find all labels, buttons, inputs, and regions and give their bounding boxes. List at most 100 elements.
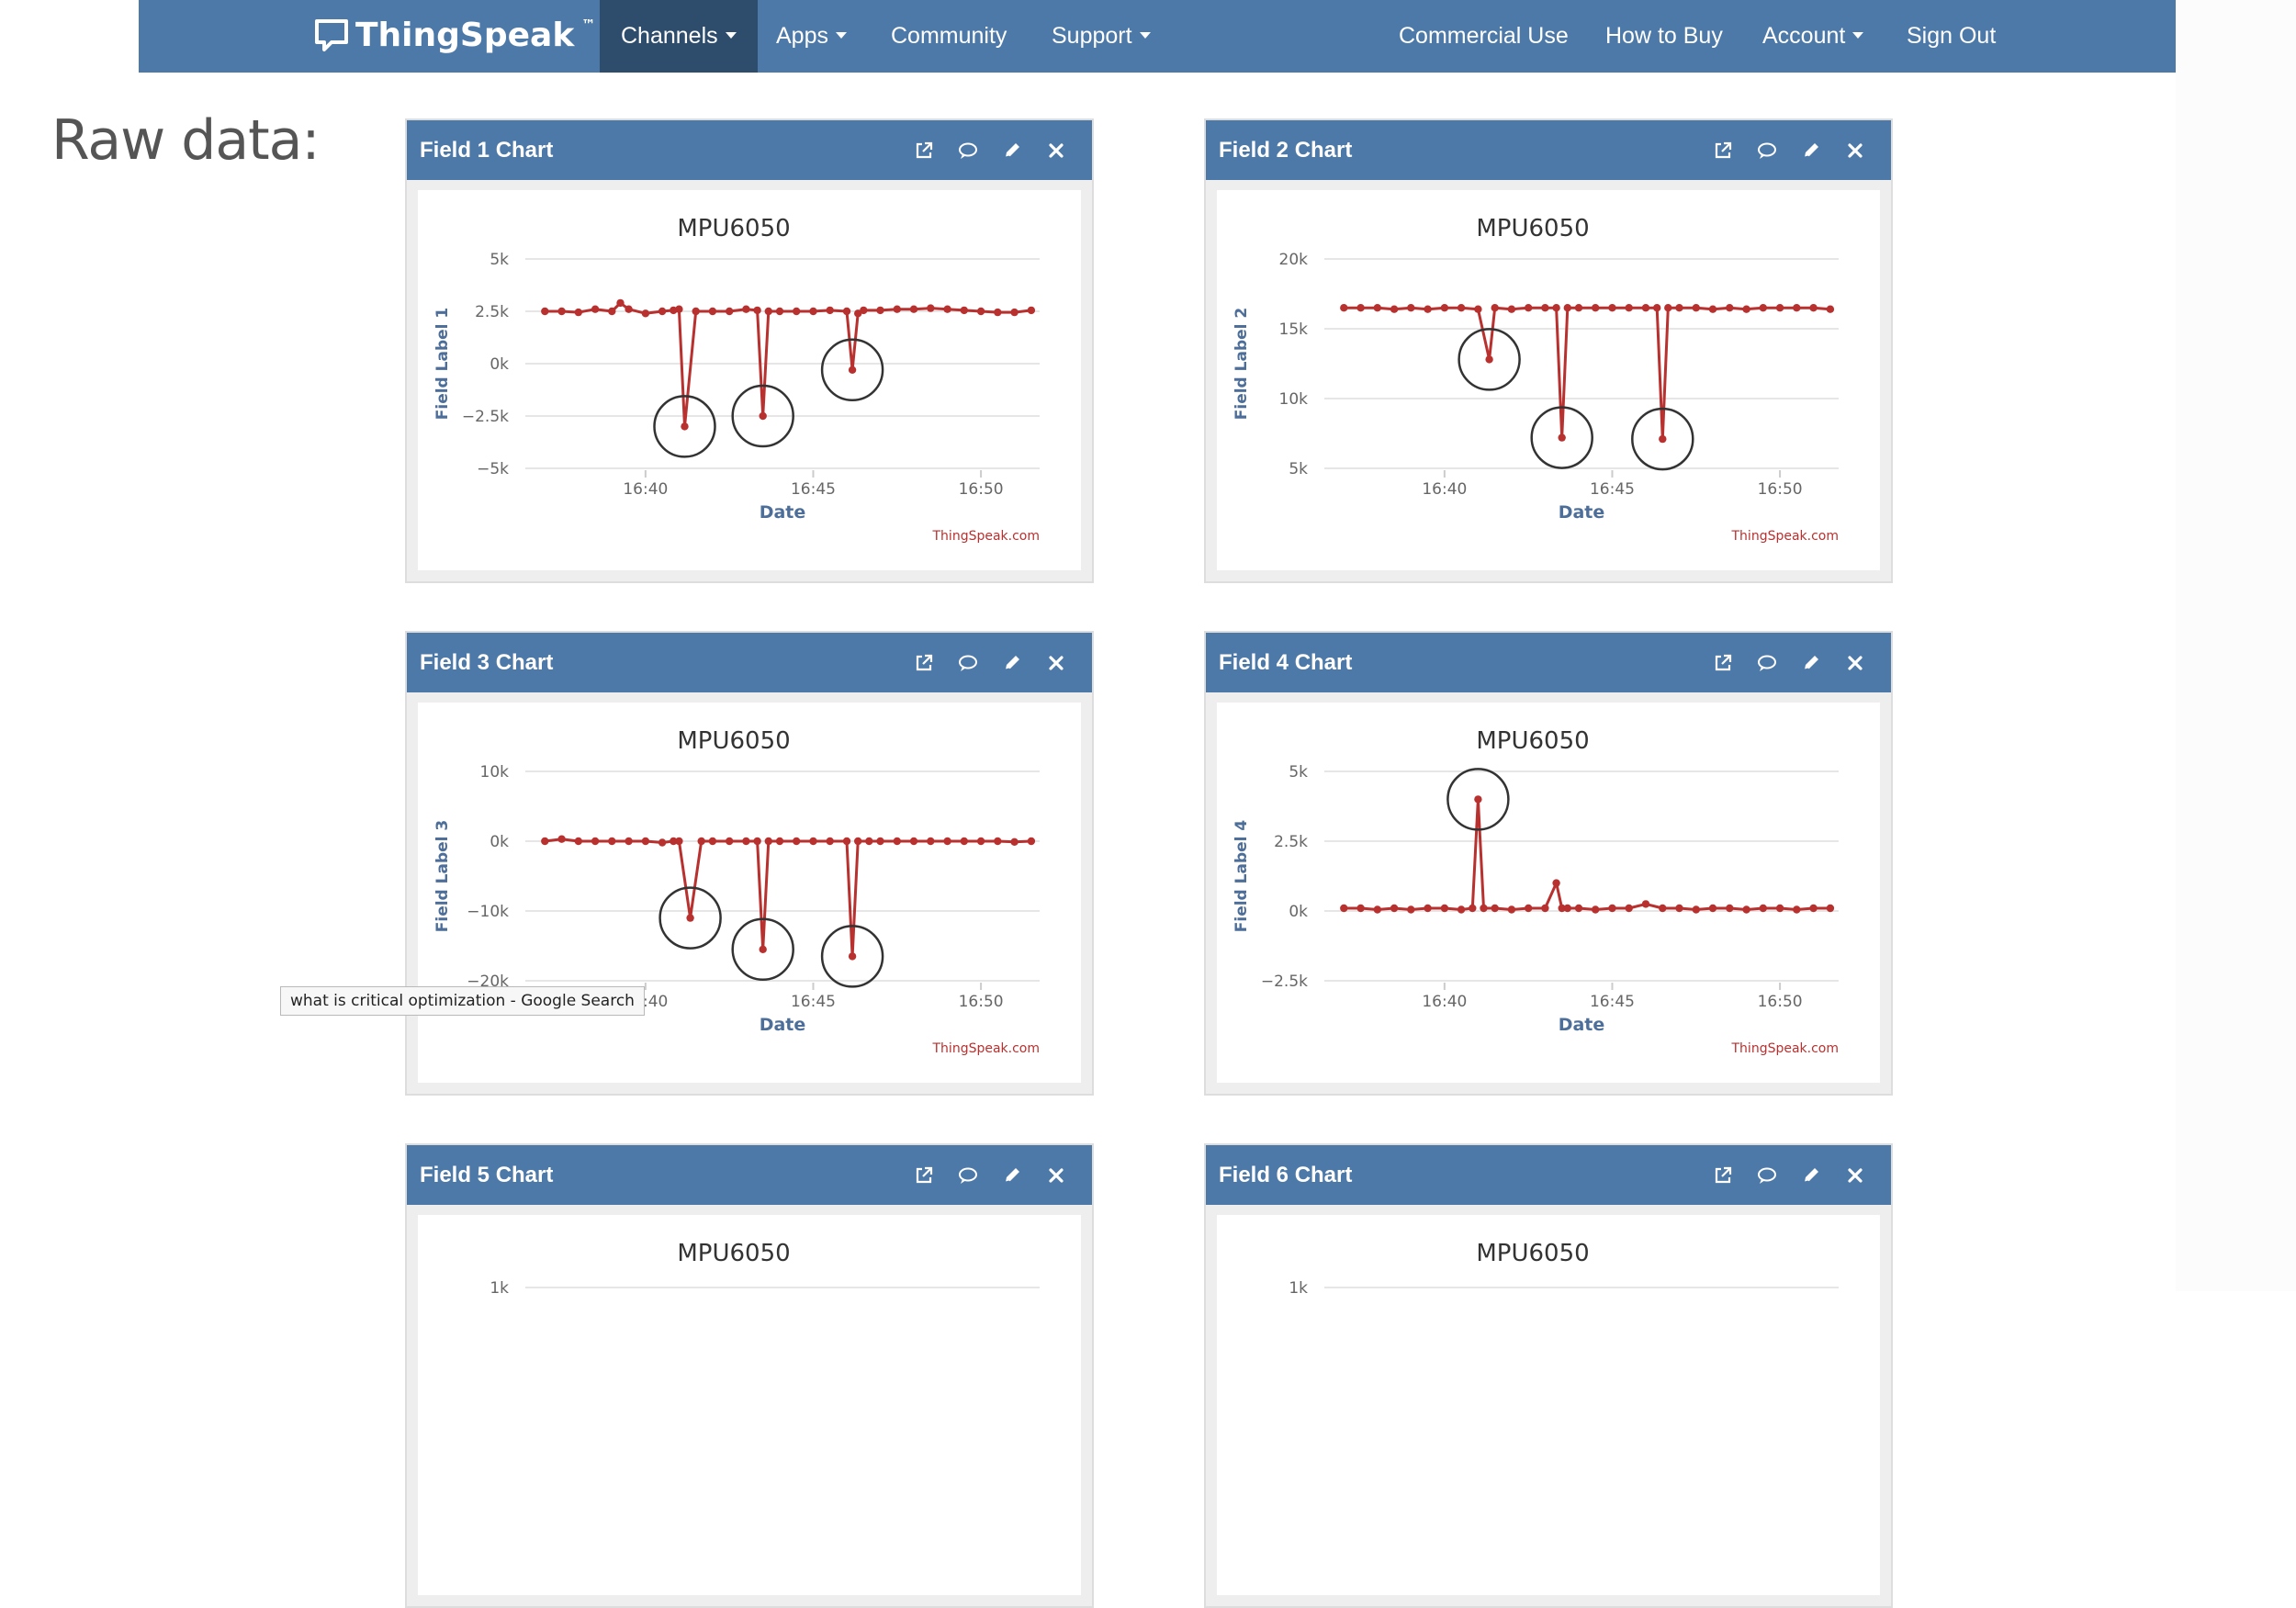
comment-icon[interactable] xyxy=(958,141,978,161)
data-point[interactable] xyxy=(759,945,767,953)
data-point[interactable] xyxy=(1491,304,1499,312)
pencil-icon[interactable] xyxy=(1002,141,1022,161)
data-point[interactable] xyxy=(574,308,582,317)
data-point[interactable] xyxy=(1659,904,1667,913)
data-point[interactable] xyxy=(686,914,694,922)
data-point[interactable] xyxy=(1356,904,1365,913)
data-point[interactable] xyxy=(775,837,784,846)
data-point[interactable] xyxy=(909,837,918,846)
data-point[interactable] xyxy=(1759,304,1767,312)
data-point[interactable] xyxy=(658,307,667,316)
data-point[interactable] xyxy=(1010,308,1019,317)
pencil-icon[interactable] xyxy=(1801,653,1821,673)
data-point[interactable] xyxy=(574,837,582,846)
data-point[interactable] xyxy=(1726,904,1734,913)
data-point[interactable] xyxy=(793,837,801,846)
data-point[interactable] xyxy=(1424,305,1432,313)
pencil-icon[interactable] xyxy=(1801,141,1821,161)
data-point[interactable] xyxy=(1675,304,1683,312)
data-point[interactable] xyxy=(1608,304,1616,312)
data-point[interactable] xyxy=(1809,904,1818,913)
data-point[interactable] xyxy=(1390,305,1399,313)
data-point[interactable] xyxy=(1469,904,1477,913)
data-point[interactable] xyxy=(1474,795,1482,804)
nav-support[interactable]: Support xyxy=(1052,0,1151,73)
data-point[interactable] xyxy=(1759,904,1767,913)
chart-credit[interactable]: ThingSpeak.com xyxy=(932,1041,1041,1056)
data-point[interactable] xyxy=(1692,304,1700,312)
comment-icon[interactable] xyxy=(958,1165,978,1186)
data-point[interactable] xyxy=(943,305,951,313)
comment-icon[interactable] xyxy=(958,653,978,673)
data-point[interactable] xyxy=(625,305,633,313)
data-point[interactable] xyxy=(1563,904,1571,913)
data-point[interactable] xyxy=(541,307,549,316)
data-point[interactable] xyxy=(1826,904,1835,913)
data-point[interactable] xyxy=(1592,905,1600,914)
data-point[interactable] xyxy=(625,837,633,846)
data-point[interactable] xyxy=(1574,304,1583,312)
data-point[interactable] xyxy=(1552,304,1560,312)
data-point[interactable] xyxy=(1424,904,1432,913)
data-point[interactable] xyxy=(591,837,600,846)
data-point[interactable] xyxy=(1541,304,1549,312)
data-point[interactable] xyxy=(842,837,851,846)
data-point[interactable] xyxy=(1563,304,1571,312)
data-point[interactable] xyxy=(764,837,772,846)
data-point[interactable] xyxy=(1373,304,1381,312)
data-point[interactable] xyxy=(1027,306,1036,315)
data-point[interactable] xyxy=(608,837,616,846)
data-point[interactable] xyxy=(1356,304,1365,312)
data-point[interactable] xyxy=(927,837,935,846)
data-point[interactable] xyxy=(854,309,862,318)
data-point[interactable] xyxy=(675,837,683,846)
data-point[interactable] xyxy=(1742,305,1750,313)
data-point[interactable] xyxy=(1552,879,1560,887)
brand-logo[interactable]: ThingSpeak ™ xyxy=(313,11,595,59)
data-point[interactable] xyxy=(893,305,901,313)
data-point[interactable] xyxy=(764,307,772,316)
data-point[interactable] xyxy=(854,837,862,846)
data-point[interactable] xyxy=(960,306,968,315)
data-point[interactable] xyxy=(876,306,884,315)
data-point[interactable] xyxy=(1659,434,1667,444)
comment-icon[interactable] xyxy=(1757,653,1777,673)
data-point[interactable] xyxy=(742,837,750,846)
nav-apps[interactable]: Apps xyxy=(776,0,847,73)
data-point[interactable] xyxy=(775,307,784,316)
comment-icon[interactable] xyxy=(1757,1165,1777,1186)
data-point[interactable] xyxy=(1775,904,1784,913)
data-point[interactable] xyxy=(616,298,625,308)
data-point[interactable] xyxy=(1742,905,1750,914)
data-point[interactable] xyxy=(1574,904,1583,913)
data-point[interactable] xyxy=(1457,304,1466,312)
data-point[interactable] xyxy=(1641,304,1650,312)
data-point[interactable] xyxy=(641,309,650,318)
external-link-icon[interactable] xyxy=(1713,141,1733,161)
data-point[interactable] xyxy=(1440,904,1449,913)
data-point[interactable] xyxy=(994,837,1002,846)
data-point[interactable] xyxy=(848,365,857,374)
data-point[interactable] xyxy=(1390,904,1399,913)
chart-credit[interactable]: ThingSpeak.com xyxy=(932,529,1041,544)
data-point[interactable] xyxy=(1558,433,1566,442)
data-point[interactable] xyxy=(1653,304,1661,312)
data-point[interactable] xyxy=(1010,838,1019,846)
data-point[interactable] xyxy=(708,307,717,316)
data-point[interactable] xyxy=(1541,904,1549,913)
close-icon[interactable] xyxy=(1046,653,1066,673)
data-point[interactable] xyxy=(726,837,734,846)
data-point[interactable] xyxy=(1507,305,1516,313)
data-point[interactable] xyxy=(860,306,868,315)
data-point[interactable] xyxy=(1708,305,1717,313)
data-point[interactable] xyxy=(708,837,717,846)
data-point[interactable] xyxy=(876,837,884,846)
external-link-icon[interactable] xyxy=(1713,653,1733,673)
nav-account[interactable]: Account xyxy=(1762,0,1864,73)
data-point[interactable] xyxy=(541,837,549,846)
chart-credit[interactable]: ThingSpeak.com xyxy=(1731,1041,1840,1056)
data-point[interactable] xyxy=(943,837,951,846)
external-link-icon[interactable] xyxy=(914,141,934,161)
data-point[interactable] xyxy=(809,307,817,316)
nav-community[interactable]: Community xyxy=(891,0,1007,73)
